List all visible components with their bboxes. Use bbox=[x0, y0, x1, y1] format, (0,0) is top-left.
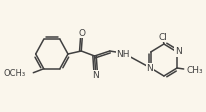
Text: Cl: Cl bbox=[158, 32, 167, 42]
Text: N: N bbox=[146, 64, 153, 73]
Text: O: O bbox=[79, 28, 86, 38]
Text: CH₃: CH₃ bbox=[187, 66, 203, 74]
Text: N: N bbox=[175, 47, 181, 56]
Text: OCH₃: OCH₃ bbox=[4, 69, 26, 78]
Text: NH: NH bbox=[116, 50, 130, 58]
Text: N: N bbox=[92, 70, 99, 80]
